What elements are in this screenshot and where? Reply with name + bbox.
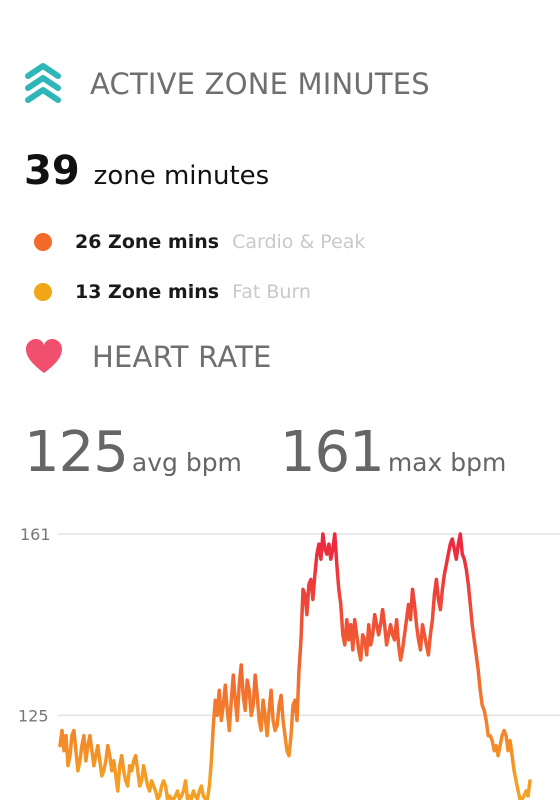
heart-rate-series-line <box>58 532 532 800</box>
azm-total-value: 39 <box>24 148 80 194</box>
heart-icon <box>26 339 62 373</box>
max-bpm-value: 161 <box>279 420 385 485</box>
y-tick-label-avg: 125 <box>18 706 49 725</box>
zone-value: 13 Zone mins <box>75 281 220 303</box>
azm-section-header: ACTIVE ZONE MINUTES <box>24 62 430 106</box>
zone-row-cardio-peak: 26 Zone mins Cardio & Peak <box>34 231 365 253</box>
heart-rate-stats: 125 avg bpm 161 max bpm <box>24 420 506 485</box>
zone-label: Fat Burn <box>232 281 311 303</box>
chevrons-up-icon <box>25 63 61 103</box>
avg-bpm-value: 125 <box>24 420 129 485</box>
zone-row-fat-burn: 13 Zone mins Fat Burn <box>34 281 311 303</box>
zone-value: 26 Zone mins <box>75 231 220 253</box>
max-bpm-unit: max bpm <box>387 448 507 477</box>
heart-rate-section-header: HEART RATE <box>24 337 272 377</box>
cardio-peak-dot-icon <box>34 233 52 251</box>
y-tick-label-max: 161 <box>20 525 51 544</box>
azm-total: 39 zone minutes <box>24 148 269 194</box>
heart-rate-chart: 161 125 <box>18 525 560 800</box>
avg-bpm-unit: avg bpm <box>131 448 242 477</box>
heart-rate-title: HEART RATE <box>92 340 272 374</box>
azm-total-unit: zone minutes <box>93 161 270 191</box>
zone-label: Cardio & Peak <box>232 231 366 253</box>
fat-burn-dot-icon <box>34 283 52 301</box>
azm-title: ACTIVE ZONE MINUTES <box>90 67 430 101</box>
